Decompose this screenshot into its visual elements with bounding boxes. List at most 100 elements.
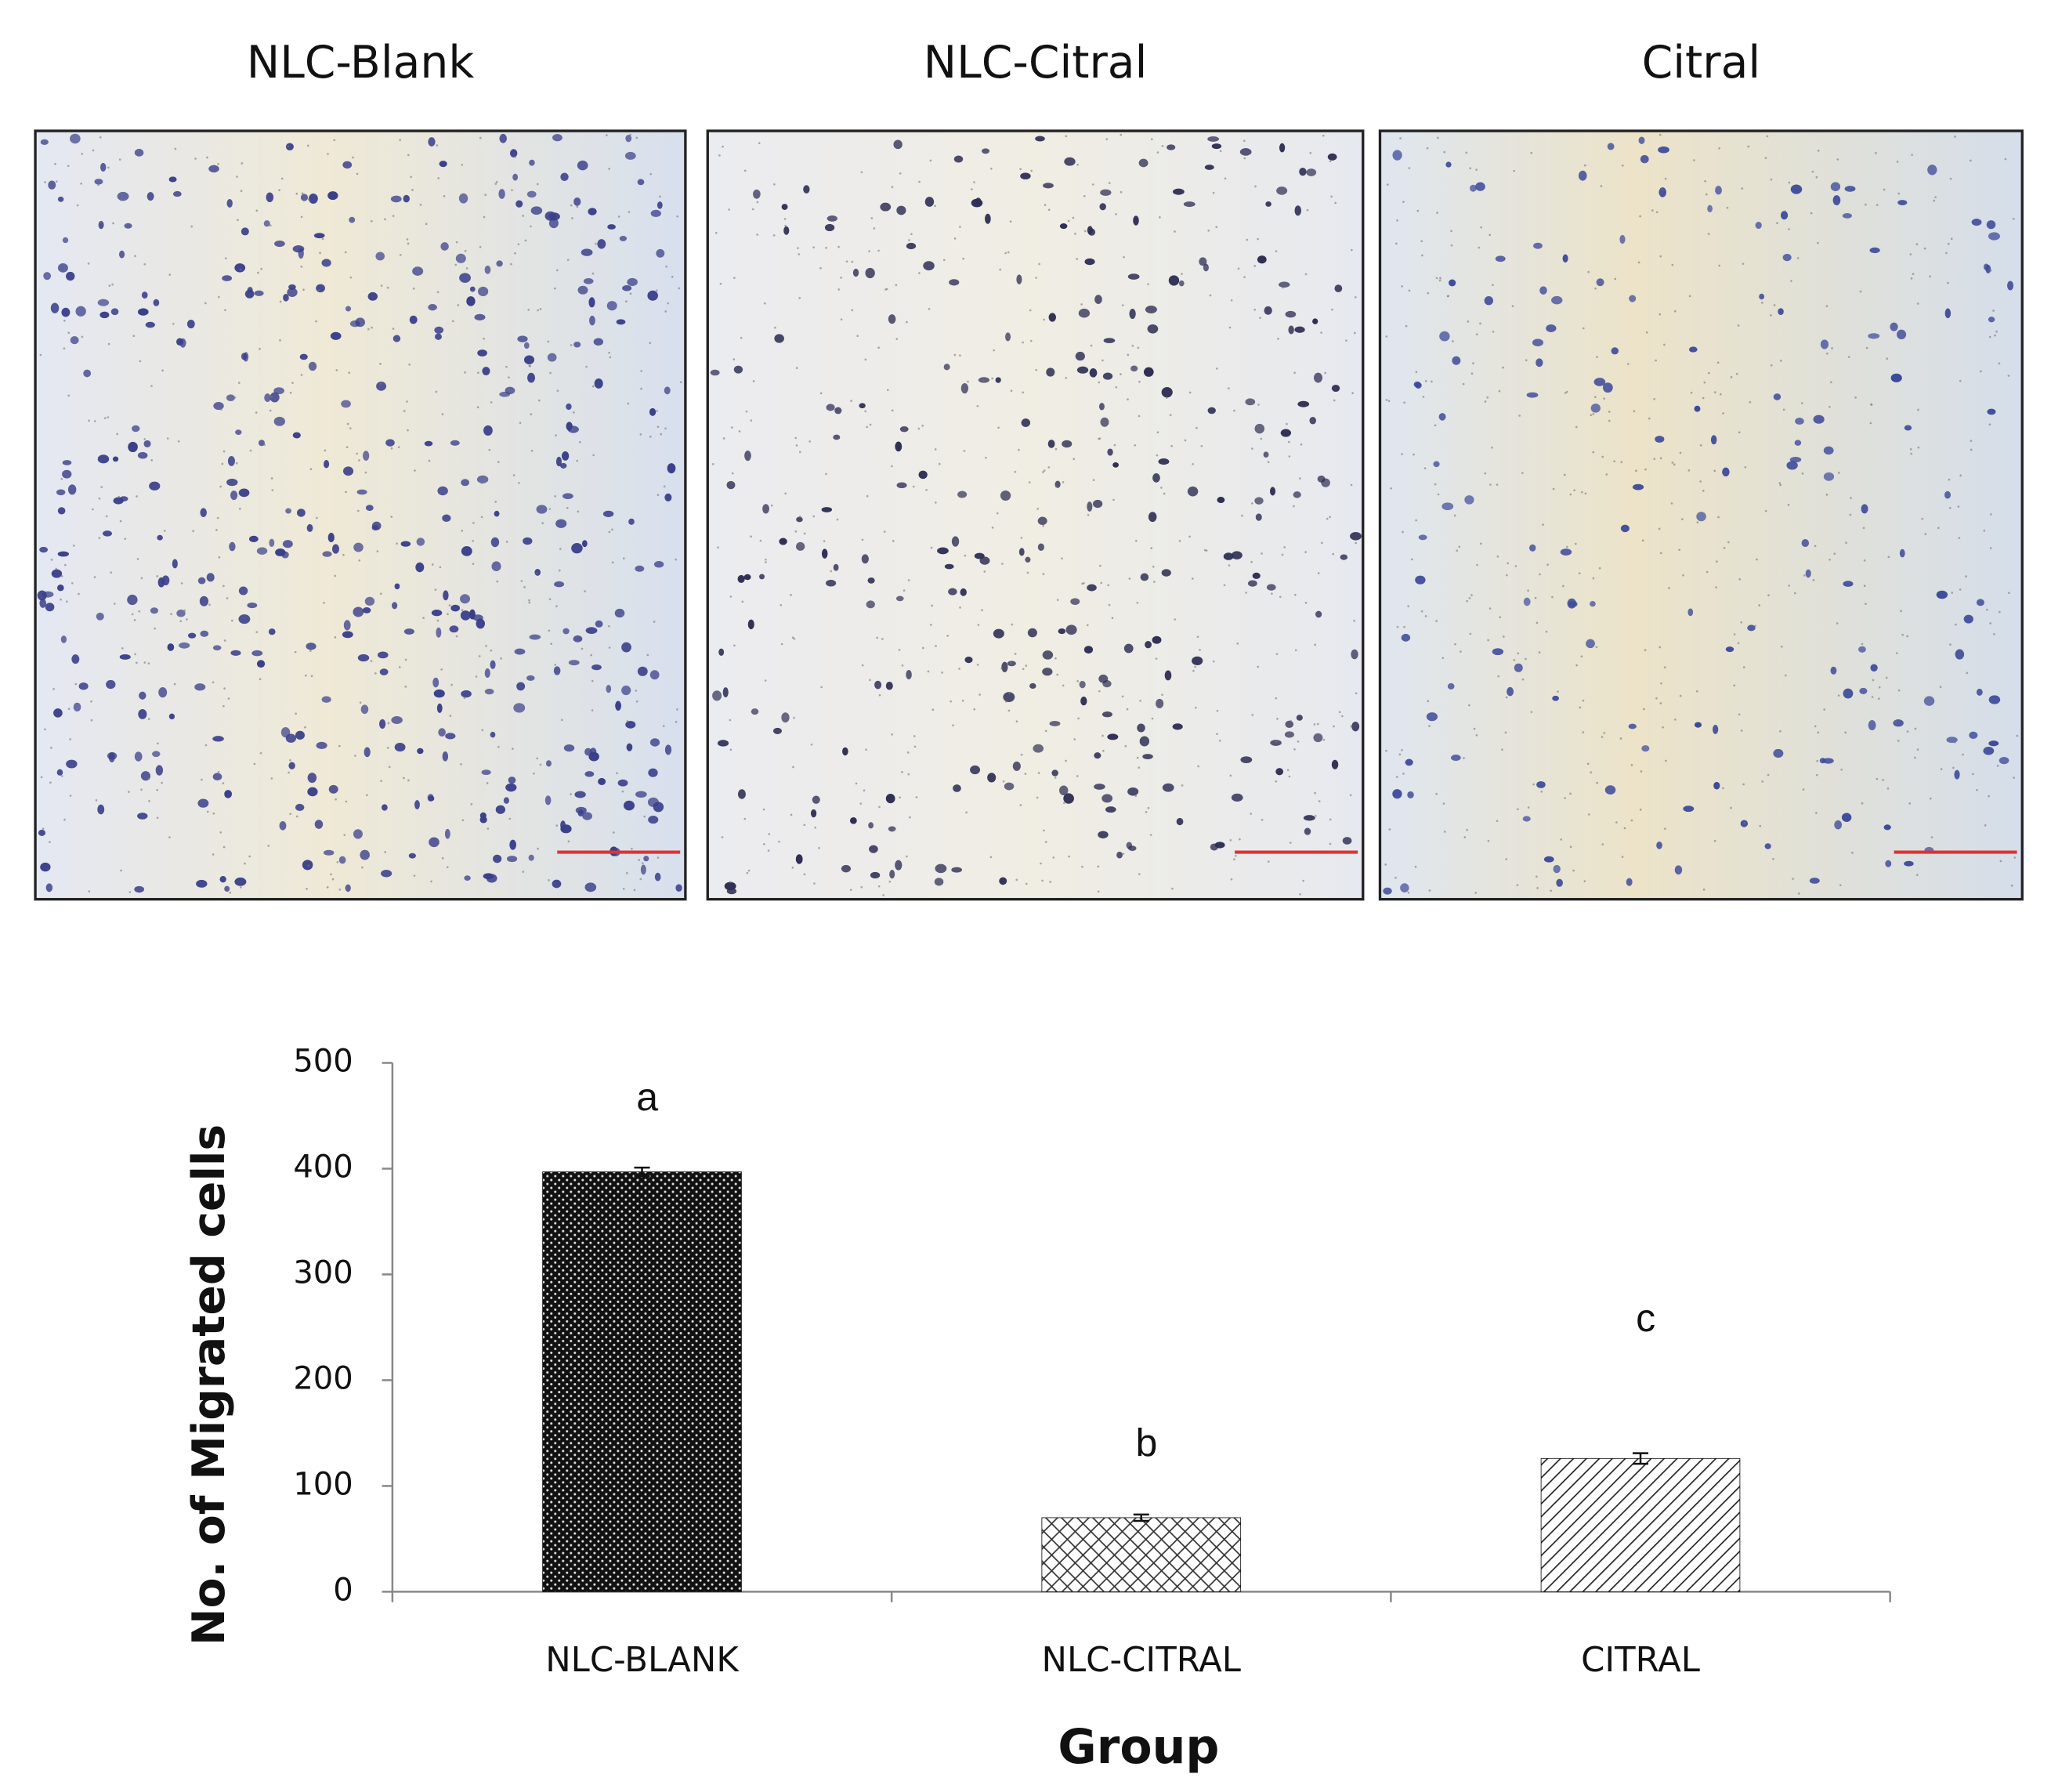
cell bbox=[1536, 358, 1543, 367]
cell bbox=[1475, 182, 1485, 191]
cell bbox=[1904, 860, 1914, 867]
cell bbox=[1713, 781, 1720, 790]
cell bbox=[625, 135, 632, 143]
pore bbox=[729, 748, 732, 751]
cell bbox=[379, 668, 389, 675]
cell bbox=[1987, 408, 1996, 415]
pore bbox=[1754, 624, 1756, 628]
pore bbox=[878, 693, 881, 697]
pore bbox=[1738, 577, 1741, 581]
pore bbox=[1917, 446, 1920, 449]
pore bbox=[301, 192, 304, 195]
cell bbox=[1048, 313, 1056, 322]
pore bbox=[1702, 396, 1705, 400]
cell bbox=[238, 488, 250, 498]
pore bbox=[180, 582, 183, 585]
pore bbox=[1779, 360, 1782, 362]
pore bbox=[1318, 800, 1321, 802]
pore bbox=[156, 788, 159, 791]
x-tick-label: NLC-BLANK bbox=[545, 1641, 740, 1680]
pore bbox=[1163, 492, 1166, 495]
cell bbox=[1254, 497, 1264, 505]
pore bbox=[1261, 552, 1263, 555]
cell bbox=[923, 261, 935, 271]
cell bbox=[141, 291, 148, 299]
cell bbox=[948, 588, 957, 596]
cell bbox=[238, 614, 251, 624]
pore bbox=[627, 402, 630, 405]
cell bbox=[1306, 168, 1317, 176]
pore bbox=[1044, 729, 1047, 733]
cell bbox=[1255, 513, 1262, 521]
pore bbox=[1316, 722, 1319, 726]
cell bbox=[523, 537, 533, 545]
pore bbox=[359, 701, 362, 704]
pore bbox=[107, 166, 110, 169]
pore bbox=[224, 309, 226, 312]
pore bbox=[384, 851, 387, 853]
pore bbox=[310, 675, 313, 678]
pore bbox=[390, 516, 393, 518]
cell bbox=[96, 612, 104, 621]
cell bbox=[595, 620, 603, 628]
pore bbox=[1215, 367, 1218, 370]
pore bbox=[1951, 592, 1954, 594]
pore bbox=[792, 766, 794, 769]
pore bbox=[331, 853, 334, 856]
pore bbox=[1353, 619, 1355, 622]
pore bbox=[907, 773, 910, 776]
cell bbox=[1844, 186, 1856, 192]
cell bbox=[621, 642, 631, 653]
cell bbox=[254, 290, 264, 296]
cell bbox=[560, 172, 569, 182]
pore bbox=[818, 846, 820, 849]
pore bbox=[1036, 508, 1040, 510]
pore bbox=[67, 331, 71, 335]
cell bbox=[637, 179, 645, 186]
pore bbox=[1582, 327, 1585, 330]
pore bbox=[287, 145, 290, 148]
pore bbox=[39, 353, 42, 357]
cell bbox=[953, 155, 964, 163]
pore bbox=[1803, 574, 1806, 577]
pore bbox=[1123, 255, 1125, 259]
cell bbox=[555, 456, 562, 467]
pore bbox=[219, 831, 222, 834]
pore bbox=[1817, 731, 1820, 734]
pore bbox=[430, 880, 432, 883]
cell bbox=[314, 820, 324, 829]
error-bar bbox=[634, 1166, 650, 1178]
cell bbox=[795, 541, 805, 551]
pore bbox=[798, 253, 801, 255]
pore bbox=[1513, 658, 1516, 661]
pore bbox=[408, 363, 411, 366]
cell bbox=[852, 268, 859, 277]
cell bbox=[1904, 425, 1912, 431]
cell bbox=[1656, 841, 1662, 849]
pore bbox=[1861, 643, 1864, 646]
cell bbox=[1263, 451, 1269, 458]
pore bbox=[1527, 589, 1529, 592]
cell bbox=[302, 860, 313, 871]
cell bbox=[1231, 551, 1243, 559]
cell bbox=[274, 240, 285, 248]
cell bbox=[428, 795, 435, 802]
pore bbox=[1766, 135, 1769, 138]
cell bbox=[874, 680, 882, 690]
pore bbox=[570, 204, 573, 207]
pore bbox=[1281, 553, 1284, 556]
pore bbox=[717, 546, 719, 549]
pore bbox=[1449, 684, 1452, 687]
cell bbox=[1042, 650, 1054, 660]
cell bbox=[400, 541, 411, 547]
pore bbox=[571, 429, 574, 431]
pore bbox=[1149, 834, 1152, 836]
pore bbox=[1655, 211, 1659, 214]
pore bbox=[379, 592, 382, 596]
pore bbox=[1450, 230, 1452, 233]
pore bbox=[1801, 472, 1804, 475]
pore bbox=[620, 614, 624, 616]
cell bbox=[827, 215, 837, 222]
cell bbox=[566, 403, 572, 411]
pore bbox=[330, 873, 332, 876]
